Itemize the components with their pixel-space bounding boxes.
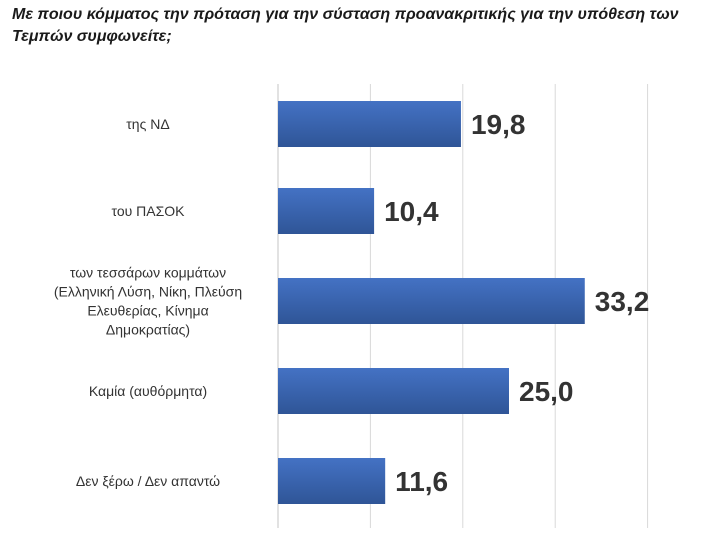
category-labels: της ΝΔ του ΠΑΣΟΚ των τεσσάρων κομμάτων (Ελλ…: [54, 116, 242, 489]
chart-title: Με ποιου κόμματος την πρόταση για την σύ…: [12, 6, 679, 45]
category-label: Δεν ξέρω / Δεν απαντώ: [76, 473, 220, 489]
category-label: των τεσσάρων κομμάτων (Ελληνική Λύση, Νίκ…: [54, 265, 242, 338]
category-label: της ΝΔ: [126, 116, 169, 132]
value-label: 33,2: [595, 286, 650, 317]
value-labels: 19,8 10,4 33,2 25,0 11,6: [384, 109, 649, 497]
bar: [278, 278, 585, 324]
bar: [278, 368, 509, 414]
bar: [278, 101, 461, 147]
value-label: 19,8: [471, 109, 526, 140]
value-label: 10,4: [384, 196, 439, 227]
bar: [278, 458, 386, 504]
value-label: 25,0: [519, 376, 574, 407]
bar: [278, 188, 375, 234]
category-label: Καμία (αυθόρμητα): [89, 383, 207, 399]
category-label: του ΠΑΣΟΚ: [112, 203, 186, 219]
value-label: 11,6: [395, 466, 448, 497]
bars: [278, 101, 585, 504]
